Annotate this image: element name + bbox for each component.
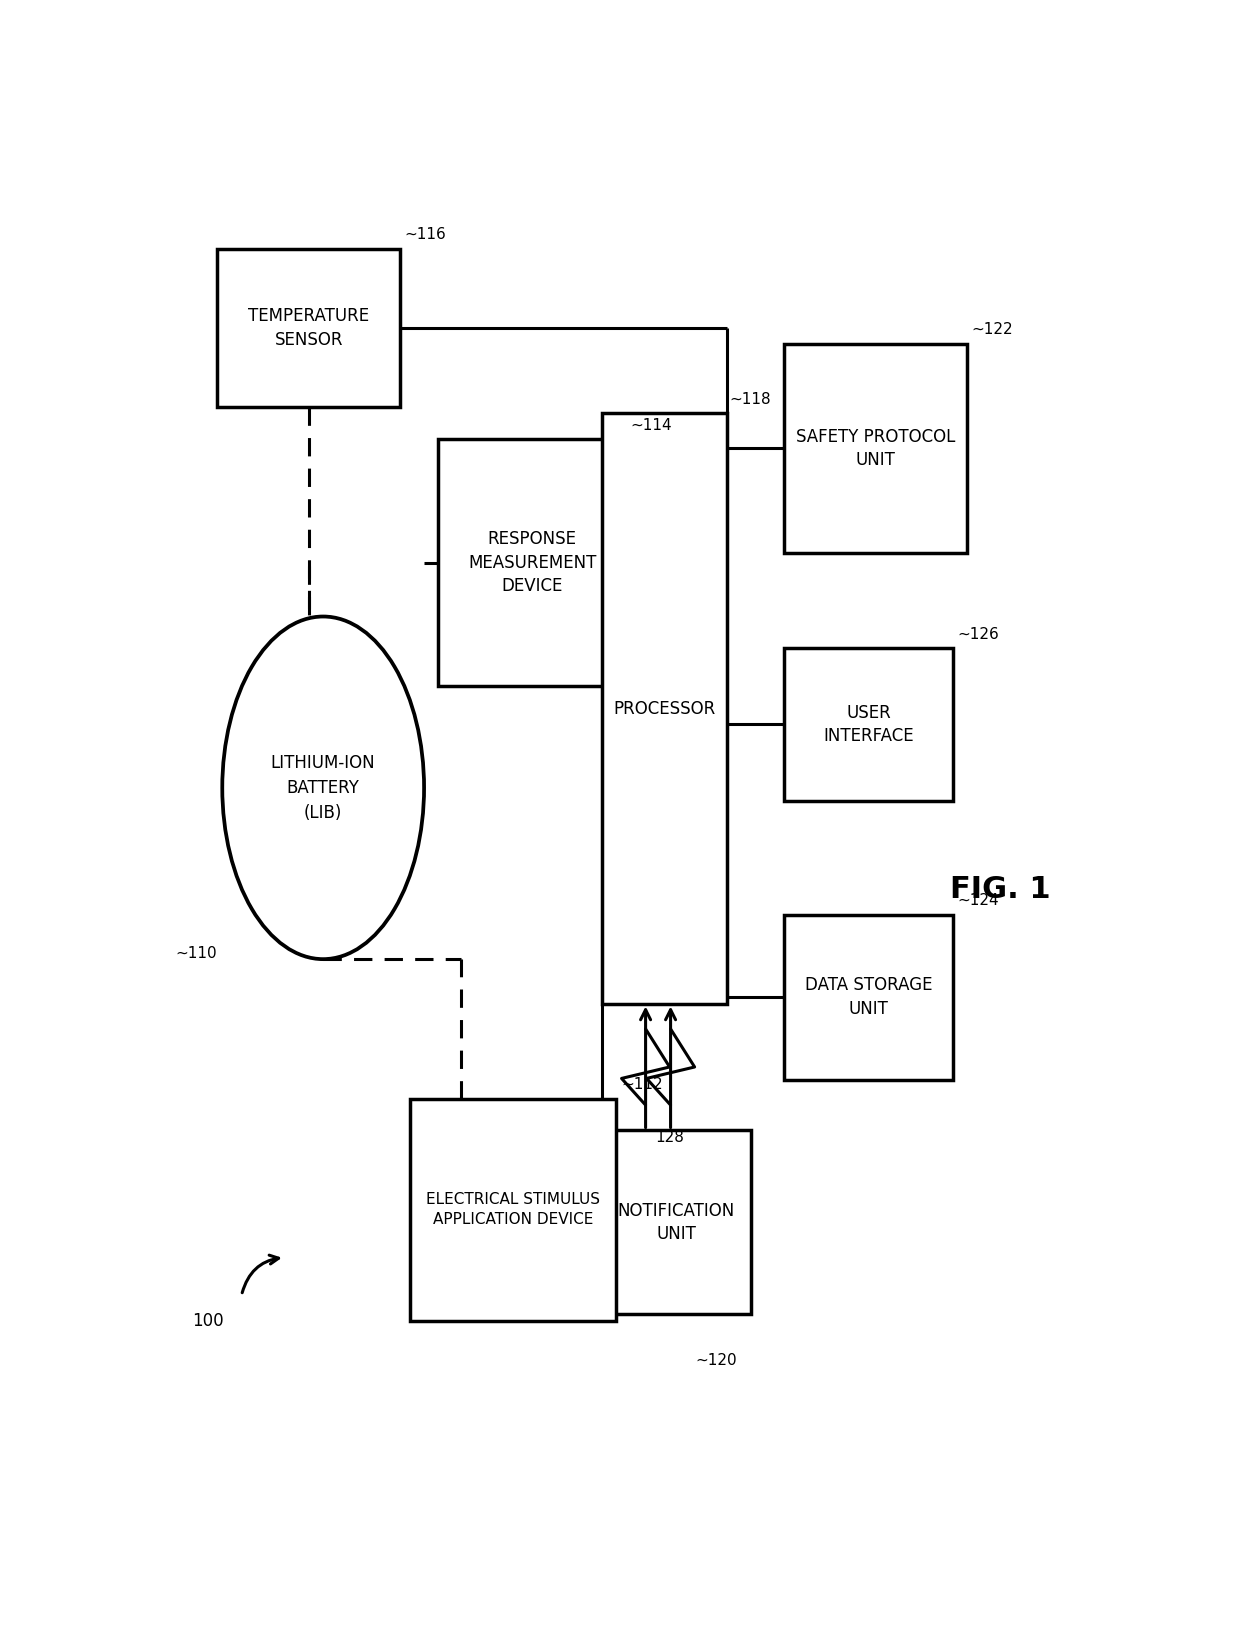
Text: ~124: ~124 <box>957 893 999 908</box>
Text: USER
INTERFACE: USER INTERFACE <box>823 704 914 745</box>
Text: ~114: ~114 <box>631 417 672 432</box>
Text: ~110: ~110 <box>176 946 217 961</box>
Text: NOTIFICATION
UNIT: NOTIFICATION UNIT <box>618 1201 735 1243</box>
FancyBboxPatch shape <box>601 1131 751 1315</box>
Text: ~118: ~118 <box>729 392 771 407</box>
Ellipse shape <box>222 616 424 959</box>
FancyBboxPatch shape <box>409 1099 616 1320</box>
Text: ~112: ~112 <box>621 1078 662 1093</box>
FancyBboxPatch shape <box>217 249 401 407</box>
Text: ~116: ~116 <box>404 227 446 242</box>
FancyBboxPatch shape <box>785 915 952 1079</box>
Text: 128: 128 <box>655 1131 684 1145</box>
Text: 100: 100 <box>192 1312 223 1330</box>
Text: SAFETY PROTOCOL
UNIT: SAFETY PROTOCOL UNIT <box>796 427 956 470</box>
Text: DATA STORAGE
UNIT: DATA STORAGE UNIT <box>805 976 932 1018</box>
FancyBboxPatch shape <box>785 648 952 801</box>
Text: ELECTRICAL STIMULUS
APPLICATION DEVICE: ELECTRICAL STIMULUS APPLICATION DEVICE <box>427 1193 600 1228</box>
Text: LITHIUM-ION
BATTERY
(LIB): LITHIUM-ION BATTERY (LIB) <box>270 753 376 822</box>
FancyBboxPatch shape <box>601 414 727 1004</box>
FancyBboxPatch shape <box>439 438 626 686</box>
FancyBboxPatch shape <box>785 344 967 554</box>
Text: PROCESSOR: PROCESSOR <box>614 699 715 717</box>
Text: TEMPERATURE
SENSOR: TEMPERATURE SENSOR <box>248 307 370 349</box>
Text: ~120: ~120 <box>696 1353 738 1368</box>
Text: ~122: ~122 <box>972 323 1013 338</box>
Text: FIG. 1: FIG. 1 <box>950 875 1052 903</box>
Text: RESPONSE
MEASUREMENT
DEVICE: RESPONSE MEASUREMENT DEVICE <box>467 531 596 595</box>
Text: ~126: ~126 <box>957 626 999 643</box>
